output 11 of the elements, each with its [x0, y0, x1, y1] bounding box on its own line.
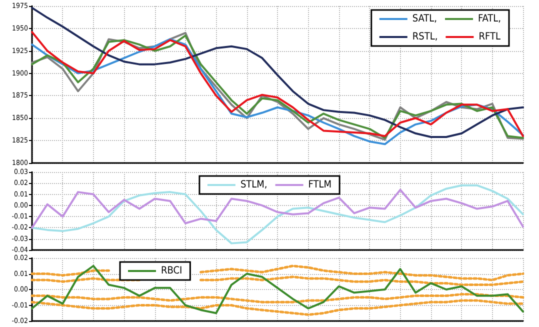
legend-label: SATL,: [412, 14, 438, 24]
legend-label: STLM,: [240, 180, 268, 190]
line-series: [31, 264, 524, 314]
legend-label: FTLM: [308, 180, 332, 190]
line-series: [30, 292, 524, 304]
legend-label: RSTL,: [412, 32, 438, 42]
legend-label: RFTL: [478, 32, 500, 42]
line-series: [31, 188, 524, 229]
legend-label: FATL,: [478, 14, 502, 24]
line-series: [30, 299, 524, 316]
legend-label: RBCI: [161, 266, 182, 276]
